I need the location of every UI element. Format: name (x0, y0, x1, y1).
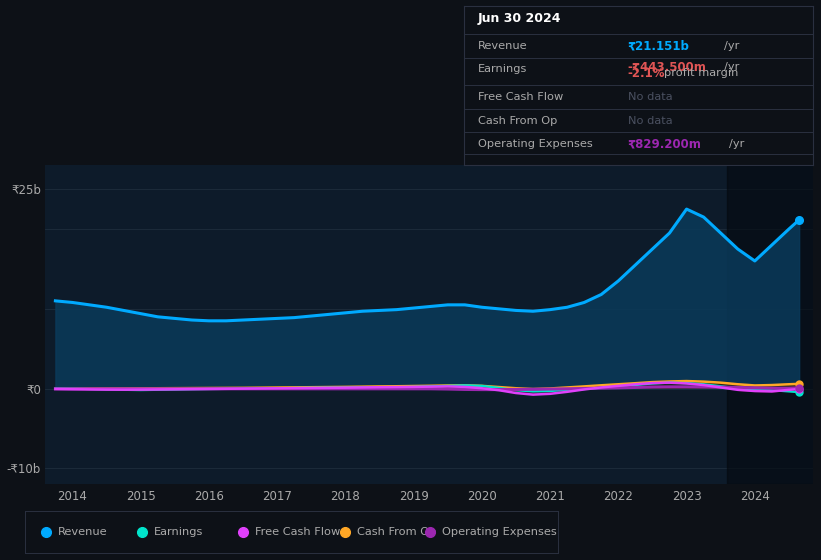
Text: Operating Expenses: Operating Expenses (478, 139, 593, 148)
Text: No data: No data (628, 115, 672, 125)
Text: Earnings: Earnings (478, 64, 527, 74)
Text: ₹829.200m: ₹829.200m (628, 137, 702, 150)
Text: Free Cash Flow: Free Cash Flow (255, 528, 341, 537)
Text: /yr: /yr (729, 139, 745, 148)
Text: profit margin: profit margin (664, 68, 739, 78)
Text: -₹443.500m: -₹443.500m (628, 60, 707, 73)
Text: ₹21.151b: ₹21.151b (628, 40, 690, 53)
Text: Jun 30 2024: Jun 30 2024 (478, 12, 562, 25)
Text: Operating Expenses: Operating Expenses (442, 528, 557, 537)
Text: Free Cash Flow: Free Cash Flow (478, 92, 563, 101)
Bar (727, 165, 821, 484)
Text: Earnings: Earnings (154, 528, 203, 537)
Text: No data: No data (628, 92, 672, 101)
Text: Cash From Op: Cash From Op (356, 528, 436, 537)
Text: Revenue: Revenue (57, 528, 108, 537)
Text: -2.1%: -2.1% (628, 67, 665, 80)
Text: Revenue: Revenue (478, 41, 527, 52)
Text: Cash From Op: Cash From Op (478, 115, 557, 125)
Text: /yr: /yr (724, 41, 739, 52)
Text: /yr: /yr (724, 62, 739, 72)
